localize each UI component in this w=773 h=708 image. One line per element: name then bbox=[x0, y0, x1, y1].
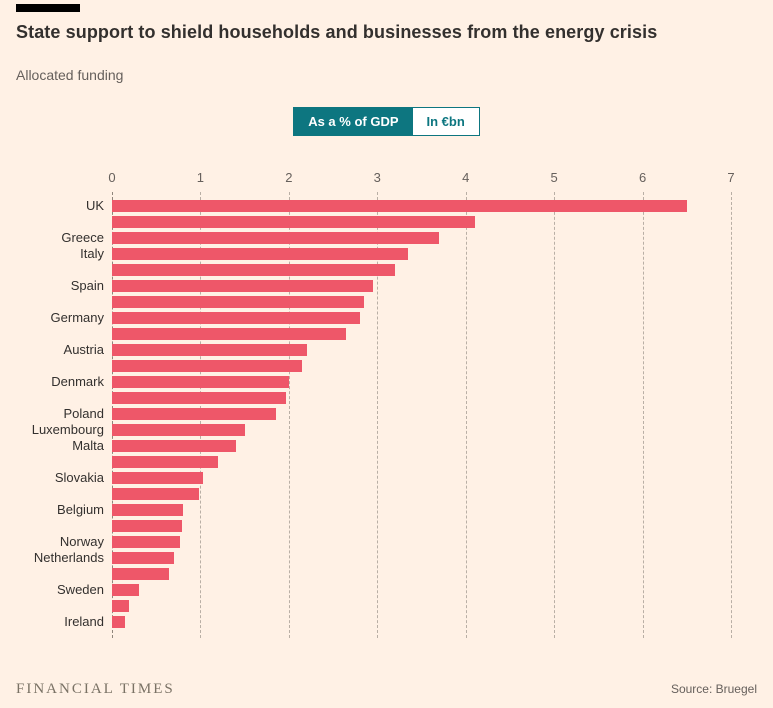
category-label: Germany bbox=[50, 310, 104, 325]
category-label: Italy bbox=[80, 246, 104, 261]
bar-row: Netherlands bbox=[34, 550, 731, 566]
bar-row: Spain bbox=[71, 278, 731, 294]
bar bbox=[112, 312, 360, 324]
source-credit: Source: Bruegel bbox=[670, 682, 757, 696]
category-label: Denmark bbox=[51, 374, 104, 389]
bar-row: Italy bbox=[80, 246, 731, 262]
bar bbox=[112, 616, 126, 628]
category-label: Greece bbox=[61, 230, 104, 245]
bar bbox=[112, 264, 395, 276]
bar bbox=[112, 216, 475, 228]
bar-row: UK bbox=[86, 198, 731, 214]
bar-row: Sweden bbox=[57, 582, 731, 598]
bar-row bbox=[112, 214, 731, 230]
bar bbox=[112, 488, 199, 500]
bar-row: Luxembourg bbox=[32, 422, 731, 438]
bar-chart: 0 1 2 3 4 5 6 7 UK Greece Italy Spain Germany Austri… bbox=[16, 170, 757, 638]
bar bbox=[112, 440, 236, 452]
toggle-eurobn-button[interactable]: In €bn bbox=[412, 108, 479, 135]
bar bbox=[112, 456, 219, 468]
bar-row: Germany bbox=[51, 310, 731, 326]
bar-row bbox=[112, 326, 731, 342]
x-tick-label: 0 bbox=[108, 170, 116, 185]
x-tick-label: 4 bbox=[462, 170, 470, 185]
category-label: Sweden bbox=[57, 582, 104, 597]
x-tick-label: 6 bbox=[638, 170, 647, 185]
x-tick-label: 2 bbox=[285, 170, 293, 185]
bar bbox=[112, 232, 440, 244]
chart-title: State support to shield households and b… bbox=[16, 22, 658, 42]
bar-rows: UK Greece Italy Spain Germany Austria Denmark P… bbox=[32, 198, 731, 630]
bar bbox=[112, 536, 181, 548]
bar-row bbox=[112, 518, 731, 534]
category-label: Ireland bbox=[64, 614, 104, 629]
bar bbox=[112, 424, 245, 436]
category-label: Norway bbox=[59, 534, 104, 549]
category-label: Netherlands bbox=[33, 550, 104, 565]
bar-row: Denmark bbox=[51, 374, 731, 390]
bar-row: Poland bbox=[64, 406, 731, 422]
category-label: Slovakia bbox=[54, 470, 104, 485]
ft-top-bar bbox=[16, 4, 80, 12]
bar bbox=[112, 344, 307, 356]
bar-row: Norway bbox=[60, 534, 731, 550]
category-label: Spain bbox=[70, 278, 104, 293]
bar-row bbox=[112, 294, 731, 310]
category-label: Belgium bbox=[57, 502, 104, 517]
bar bbox=[112, 504, 183, 516]
bar bbox=[112, 568, 169, 580]
view-toggle: As a % of GDP In €bn bbox=[293, 107, 480, 136]
bar-row bbox=[112, 454, 731, 470]
bar bbox=[112, 392, 287, 404]
bar-row: Greece bbox=[61, 230, 731, 246]
category-label: Malta bbox=[72, 438, 104, 453]
bar bbox=[112, 360, 303, 372]
bar-row bbox=[112, 486, 731, 502]
bar bbox=[112, 472, 204, 484]
toggle-percent-gdp-button[interactable]: As a % of GDP bbox=[294, 108, 413, 135]
bar-row bbox=[112, 358, 731, 374]
bar bbox=[112, 520, 182, 532]
bar-row bbox=[112, 598, 731, 614]
toggle-wrap: As a % of GDP In €bn bbox=[16, 107, 757, 136]
bar bbox=[112, 328, 347, 340]
bar bbox=[112, 376, 289, 388]
bar bbox=[112, 200, 687, 212]
bar bbox=[112, 408, 276, 420]
bar-row: Slovakia bbox=[55, 470, 731, 486]
bar bbox=[112, 584, 139, 596]
bar bbox=[112, 280, 373, 292]
x-axis: 0 1 2 3 4 5 6 7 bbox=[108, 170, 735, 186]
chart-body: UK Greece Italy Spain Germany Austria Denmark P… bbox=[32, 192, 732, 638]
x-tick-label: 1 bbox=[196, 170, 205, 185]
bar-row: Austria bbox=[64, 342, 731, 358]
bar bbox=[112, 600, 129, 612]
bar-row bbox=[112, 566, 731, 582]
bar bbox=[112, 552, 174, 564]
ft-logo: FINANCIAL TIMES bbox=[16, 681, 175, 697]
bar-row: Belgium bbox=[57, 502, 731, 518]
x-tick-label: 5 bbox=[550, 170, 558, 185]
category-label: Austria bbox=[63, 342, 104, 357]
category-label: Poland bbox=[63, 406, 104, 421]
bar-row: Ireland bbox=[64, 614, 731, 630]
bar-row bbox=[112, 262, 731, 278]
bar bbox=[112, 248, 409, 260]
bar-row: Malta bbox=[72, 438, 731, 454]
grid-line bbox=[731, 192, 732, 638]
bar-row bbox=[112, 390, 731, 406]
bar bbox=[112, 296, 365, 308]
chart-subtitle: Allocated funding bbox=[16, 67, 124, 83]
category-label: UK bbox=[85, 198, 104, 213]
category-label: Luxembourg bbox=[31, 422, 104, 437]
x-tick-label: 7 bbox=[727, 170, 735, 185]
x-tick-label: 3 bbox=[373, 170, 381, 185]
footer: FINANCIAL TIMES Source: Bruegel bbox=[16, 681, 757, 698]
